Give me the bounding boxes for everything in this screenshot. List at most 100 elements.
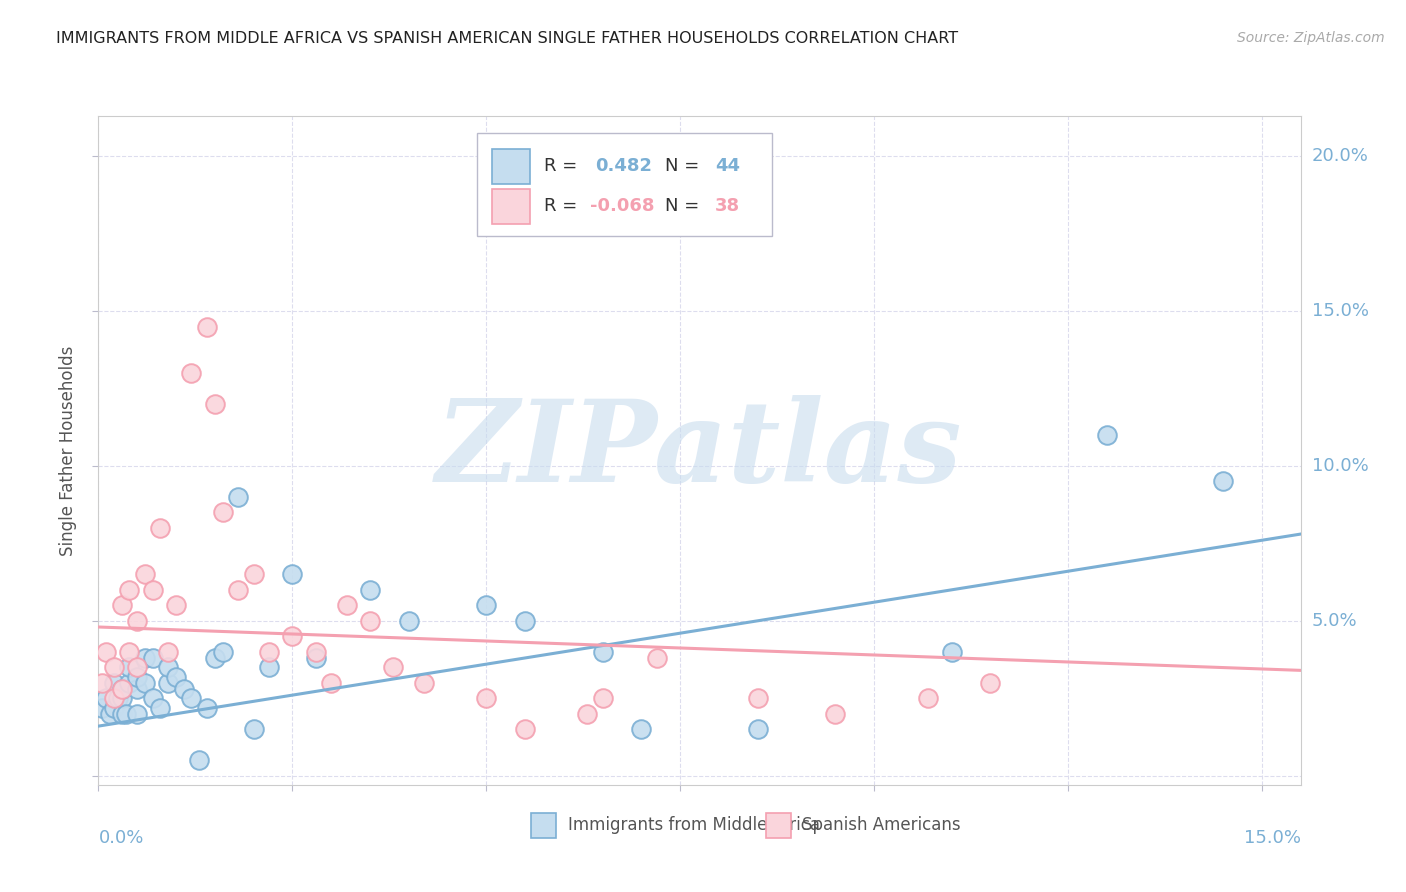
- Point: [319, 675, 342, 690]
- Point: [157, 645, 180, 659]
- Point: [114, 706, 136, 721]
- Point: [107, 691, 129, 706]
- Y-axis label: Single Father Households: Single Father Households: [59, 345, 77, 556]
- Text: R =: R =: [544, 157, 583, 175]
- Point: [103, 691, 125, 706]
- Point: [1212, 475, 1234, 489]
- Point: [103, 675, 125, 690]
- Point: [111, 599, 134, 613]
- Text: 0.482: 0.482: [595, 157, 652, 175]
- Point: [592, 645, 614, 659]
- Point: [747, 691, 769, 706]
- Point: [127, 614, 149, 628]
- Point: [979, 675, 1001, 690]
- Point: [111, 706, 134, 721]
- Point: [359, 614, 381, 628]
- Point: [149, 521, 172, 535]
- Point: [111, 681, 134, 696]
- Text: R =: R =: [544, 197, 583, 215]
- Point: [127, 706, 149, 721]
- Point: [142, 582, 165, 597]
- Text: ZIPatlas: ZIPatlas: [436, 395, 963, 506]
- Point: [242, 567, 264, 582]
- Point: [747, 723, 769, 737]
- Point: [226, 490, 249, 504]
- Text: 5.0%: 5.0%: [1312, 612, 1357, 630]
- Point: [226, 582, 249, 597]
- Point: [180, 366, 202, 380]
- Point: [398, 614, 420, 628]
- FancyBboxPatch shape: [492, 189, 530, 224]
- Text: 10.0%: 10.0%: [1312, 457, 1368, 475]
- Point: [336, 599, 359, 613]
- Point: [118, 675, 141, 690]
- Point: [941, 645, 963, 659]
- Point: [195, 319, 218, 334]
- FancyBboxPatch shape: [492, 149, 530, 184]
- Point: [576, 706, 599, 721]
- Point: [111, 681, 134, 696]
- FancyBboxPatch shape: [477, 133, 772, 236]
- Point: [211, 645, 233, 659]
- Text: 20.0%: 20.0%: [1312, 147, 1368, 165]
- Point: [257, 660, 280, 674]
- Point: [204, 397, 226, 411]
- Point: [111, 691, 134, 706]
- Point: [382, 660, 405, 674]
- Point: [645, 651, 668, 665]
- Point: [592, 691, 614, 706]
- Point: [165, 669, 187, 683]
- Point: [127, 681, 149, 696]
- Point: [127, 660, 149, 674]
- Point: [304, 651, 326, 665]
- Point: [195, 700, 218, 714]
- Text: Spanish Americans: Spanish Americans: [803, 816, 960, 834]
- Point: [157, 675, 180, 690]
- Point: [96, 691, 118, 706]
- Point: [180, 691, 202, 706]
- Point: [475, 691, 498, 706]
- Text: 38: 38: [716, 197, 740, 215]
- Point: [165, 599, 187, 613]
- Point: [173, 681, 195, 696]
- Point: [1095, 428, 1118, 442]
- Point: [242, 723, 264, 737]
- Point: [630, 723, 652, 737]
- Point: [142, 651, 165, 665]
- Text: N =: N =: [665, 197, 704, 215]
- Point: [96, 645, 118, 659]
- Text: 0.0%: 0.0%: [98, 830, 143, 847]
- Point: [134, 675, 156, 690]
- Point: [257, 645, 280, 659]
- Point: [188, 753, 211, 767]
- Point: [824, 706, 846, 721]
- Text: Immigrants from Middle Africa: Immigrants from Middle Africa: [568, 816, 820, 834]
- Text: 44: 44: [716, 157, 740, 175]
- Point: [134, 567, 156, 582]
- Text: -0.068: -0.068: [591, 197, 655, 215]
- Point: [157, 660, 180, 674]
- Text: IMMIGRANTS FROM MIDDLE AFRICA VS SPANISH AMERICAN SINGLE FATHER HOUSEHOLDS CORRE: IMMIGRANTS FROM MIDDLE AFRICA VS SPANISH…: [56, 31, 959, 46]
- Text: 15.0%: 15.0%: [1312, 302, 1368, 320]
- Point: [413, 675, 436, 690]
- Text: 15.0%: 15.0%: [1243, 830, 1301, 847]
- Point: [118, 645, 141, 659]
- Point: [98, 706, 121, 721]
- Point: [304, 645, 326, 659]
- Point: [127, 669, 149, 683]
- Point: [513, 614, 536, 628]
- Text: Source: ZipAtlas.com: Source: ZipAtlas.com: [1237, 31, 1385, 45]
- Point: [142, 691, 165, 706]
- Point: [91, 700, 114, 714]
- Point: [475, 599, 498, 613]
- Text: N =: N =: [665, 157, 704, 175]
- Point: [149, 700, 172, 714]
- Point: [118, 660, 141, 674]
- Point: [103, 700, 125, 714]
- Point: [281, 629, 304, 643]
- Point: [211, 505, 233, 519]
- Point: [103, 660, 125, 674]
- Point: [281, 567, 304, 582]
- Point: [917, 691, 939, 706]
- Point: [204, 651, 226, 665]
